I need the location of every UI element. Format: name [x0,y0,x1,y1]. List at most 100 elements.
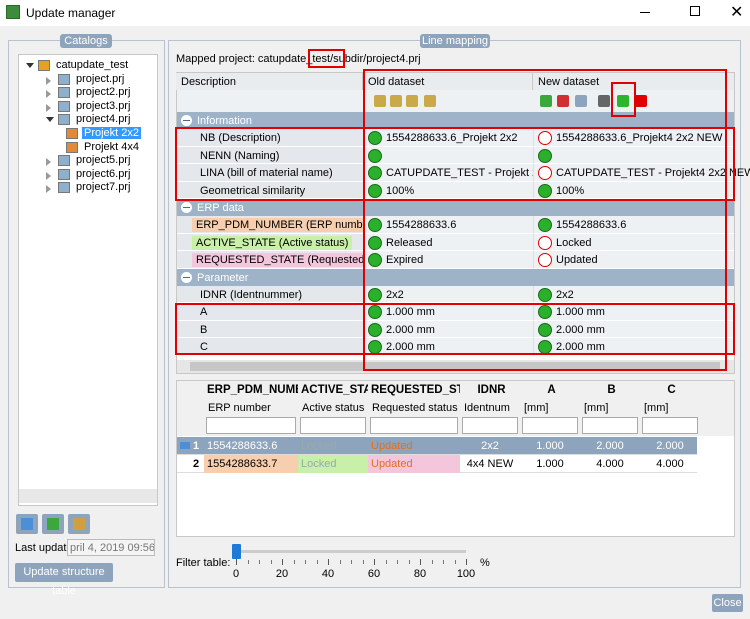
value-cell [533,286,734,304]
expand-arrow[interactable] [46,103,51,112]
table-cell: 1.000 [536,440,564,452]
collapse-icon[interactable] [181,271,192,283]
value-text: 1554288633.6 [556,219,627,232]
tree-item[interactable]: project7.prj [76,181,131,194]
minus [183,276,190,278]
filter-input[interactable] [642,417,698,434]
tree-item[interactable]: project2.prj [76,86,131,99]
status-indicator [538,218,552,233]
title-bar: Update manager ✕ [0,0,750,26]
tool-button[interactable] [68,514,90,534]
tree-icon [38,60,50,71]
tree-item[interactable]: project.prj [76,72,125,85]
expand-arrow[interactable] [46,158,51,167]
tree-item[interactable]: Projekt 4x4 [84,140,140,153]
slider-tick [420,559,421,565]
expand-arrow[interactable] [46,171,51,180]
value-text: 1554288633.6_Projekt 2x2 [386,132,518,145]
slider-tick [282,559,283,565]
update-structure-button[interactable]: Update structure table [15,563,113,597]
section-header [177,199,734,217]
value-text: Expired [386,254,424,267]
old-toolbar-icon[interactable] [374,95,386,107]
filter-input[interactable] [370,417,458,434]
slider-track [236,550,466,553]
highlight-box [175,303,735,355]
column-subtitle: Active status [302,402,365,414]
h-scroll-thumb[interactable] [190,362,720,371]
new-toolbar-icon[interactable] [575,95,587,107]
description-cell [177,338,363,356]
column-subtitle: [mm] [524,402,549,414]
section-header [177,268,734,286]
section-title: ERP data [197,202,244,214]
slider-tick-label: 80 [413,568,427,580]
tree-item[interactable]: Projekt 2x2 [82,127,142,139]
table-cell: 2.000 [656,440,684,452]
status-indicator [368,305,382,320]
new-toolbar-icon[interactable] [598,95,610,107]
value-cell [533,338,734,356]
tree-item[interactable]: catupdate_test [56,59,129,71]
old-toolbar-icon[interactable] [390,95,402,107]
tree-icon [58,73,70,85]
description: IDNR (Identnummer) [200,289,303,301]
filter-input[interactable] [582,417,638,434]
new-toolbar-icon[interactable] [540,95,552,107]
slider-tick [236,559,237,565]
last-update-value: pril 4, 2019 09:56:40 [67,539,155,556]
slider-thumb[interactable] [232,544,241,559]
tree-item[interactable]: project6.prj [76,167,131,180]
table-cell: 4.000 [656,458,684,470]
status-indicator [538,253,552,268]
slider-minor-tick [443,560,444,564]
value-text: 100% [556,184,585,197]
tree-item[interactable]: project4.prj [76,113,131,126]
status-indicator [538,305,552,320]
tool-button[interactable] [16,514,38,534]
section-title: Parameter [197,271,249,284]
slider-tick [328,559,329,565]
close-button[interactable]: Close [712,594,743,612]
slider-tick-label: 40 [321,568,335,580]
tree-item[interactable]: project5.prj [76,154,131,167]
collapse-icon[interactable] [181,202,192,213]
section-title: Information [197,115,253,127]
expand-arrow[interactable] [46,185,51,194]
status-indicator [368,235,382,250]
slider-minor-tick [316,560,318,564]
filter-input[interactable] [206,417,296,434]
slider-minor-tick [408,560,410,564]
old-toolbar-icon[interactable] [424,95,436,107]
window-title: Update manager [26,6,116,20]
filter-input[interactable] [462,417,518,434]
table-cell: Locked [301,440,337,452]
new-toolbar-icon[interactable] [557,95,569,107]
tree-item[interactable]: project3.prj [76,99,131,112]
old-toolbar-icon[interactable] [406,95,418,107]
slider-minor-tick [339,560,341,564]
expand-arrow[interactable] [46,117,54,123]
filter-input[interactable] [300,417,366,434]
close-window-button[interactable]: ✕ [730,4,744,21]
collapse-icon[interactable] [181,115,192,126]
status-indicator [368,166,382,181]
slider-unit: % [480,557,490,569]
tool-button[interactable] [42,514,64,534]
filter-input[interactable] [522,417,578,434]
minus [183,120,190,121]
expand-arrow[interactable] [26,63,34,68]
new-toolbar-icon[interactable] [635,95,647,107]
description-cell [177,303,363,321]
minimize-button[interactable] [640,12,650,13]
new-toolbar-icon[interactable] [617,95,629,107]
maximize-button[interactable] [690,6,700,16]
status-indicator [538,148,552,163]
table-row[interactable] [177,437,697,455]
value-cell [533,320,734,339]
app-icon [6,5,20,19]
expand-arrow[interactable] [46,90,51,99]
status-indicator [538,131,552,146]
expand-arrow[interactable] [46,76,51,85]
table-cell: 1554288633.7 [204,455,298,473]
